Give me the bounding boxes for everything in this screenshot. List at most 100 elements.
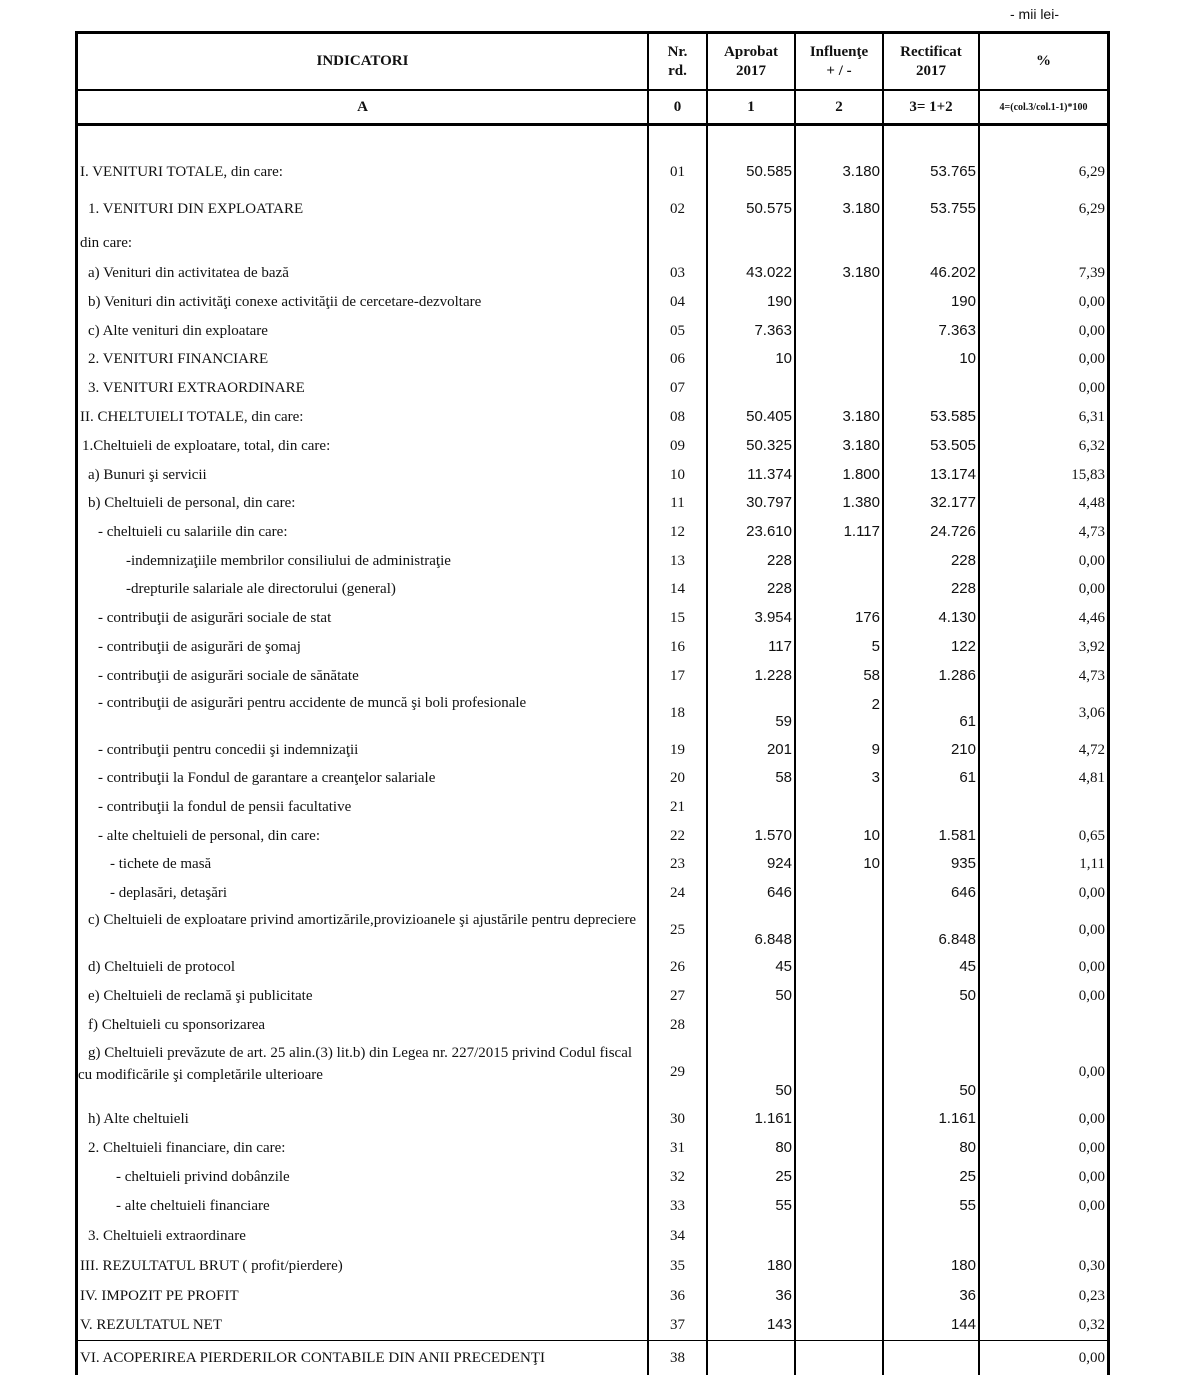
amount: 53.505 (930, 436, 976, 454)
percent: 3,92 (1078, 638, 1105, 655)
indicator: - alte cheltuieli de personal, din care: (78, 821, 647, 850)
amount: 10 (775, 350, 792, 367)
amount: 50.585 (746, 163, 792, 180)
indicator: - tichete de masă (78, 850, 647, 878)
amount: 58 (775, 769, 792, 786)
amount: 1.286 (938, 666, 976, 684)
amount: 176 (854, 608, 880, 626)
row-number: 10 (670, 466, 685, 483)
percent: 0,00 (1078, 884, 1105, 901)
header-cell: Influenţe + / - (796, 34, 882, 89)
border (647, 31, 649, 1375)
row-number: 26 (670, 959, 685, 975)
percent: 1,11 (1079, 856, 1105, 872)
amount: 10 (863, 855, 880, 872)
amount: 61 (959, 713, 976, 730)
percent: 0,00 (1078, 1111, 1105, 1127)
row-number: 22 (670, 827, 685, 844)
indicator: e) Cheltuieli de reclamă şi publicitate (78, 981, 647, 1010)
indicator-text: 2. VENITURI FINANCIARE (88, 351, 269, 367)
row-number: 37 (670, 1317, 685, 1333)
indicator-text: a) Bunuri şi servicii (88, 466, 207, 483)
indicator: - contribuţii de asigurări pentru accide… (78, 690, 647, 735)
header-text: Nr. (667, 43, 688, 60)
percent: 15,83 (1071, 466, 1105, 483)
percent: 4,73 (1078, 667, 1105, 684)
percent: 0,32 (1078, 1317, 1105, 1333)
indicator: - contribuţii de asigurări sociale de st… (78, 603, 647, 632)
amount: 59 (775, 713, 792, 730)
percent: 4,72 (1078, 741, 1105, 758)
indicator: c) Cheltuieli de exploatare privind amor… (78, 907, 647, 953)
amount: 122 (950, 637, 976, 655)
amount: 80 (959, 1139, 976, 1156)
row-number: 30 (670, 1111, 685, 1127)
amount: 53.755 (930, 200, 976, 217)
indicator: III. REZULTATUL BRUT ( profit/pierdere) (78, 1251, 647, 1281)
header-text: Rectificat (900, 43, 962, 60)
row-number: 31 (670, 1140, 685, 1156)
indicator-text: - contribuţii la fondul de pensii facult… (98, 798, 352, 815)
border (794, 31, 796, 1375)
indicator: -drepturile salariale ale directorului (… (78, 575, 647, 603)
indicator: a) Bunuri şi servicii (78, 460, 647, 489)
percent: 0,00 (1078, 351, 1105, 367)
indicator: - alte cheltuieli financiare (78, 1191, 647, 1220)
amount: 61 (959, 769, 976, 786)
amount: 45 (959, 958, 976, 975)
percent: 0,00 (1078, 1140, 1105, 1156)
amount: 43.022 (746, 263, 792, 281)
amount: 1.800 (842, 465, 880, 483)
border (75, 1340, 1110, 1341)
row-number: 32 (670, 1168, 685, 1185)
percent: 0,00 (1078, 1168, 1105, 1185)
row-number: 01 (670, 164, 685, 180)
indicator-text: e) Cheltuieli de reclamă şi publicitate (88, 987, 313, 1004)
header-text: rd. (668, 62, 687, 79)
indicator-text: - contribuţii pentru concedii şi indemni… (98, 741, 359, 758)
indicator-text: - contribuţii de asigurări sociale de să… (98, 667, 359, 684)
indicator-text: - contribuţii de asigurări sociale de st… (98, 609, 332, 626)
percent: 0,00 (1078, 379, 1105, 396)
row-number: 03 (670, 264, 685, 281)
indicator: f) Cheltuieli cu sponsorizarea (78, 1010, 647, 1040)
row-number: 34 (670, 1227, 685, 1244)
indicator-text: - alte cheltuieli financiare (116, 1197, 270, 1214)
row-number: 12 (670, 523, 685, 540)
percent: 0,00 (1078, 552, 1105, 569)
border (75, 123, 1110, 126)
indicator-text: 1. VENITURI DIN EXPLOATARE (88, 201, 304, 217)
row-number: 38 (670, 1349, 685, 1366)
header-text: Influenţe (809, 43, 869, 60)
amount: 80 (775, 1139, 792, 1156)
row-number: 08 (670, 408, 685, 425)
indicator-text: 3. VENITURI EXTRAORDINARE (88, 379, 305, 396)
percent: 3,06 (1078, 704, 1105, 721)
amount: 46.202 (930, 263, 976, 281)
row-number: 13 (670, 552, 685, 569)
indicator: d) Cheltuieli de protocol (78, 953, 647, 981)
indicator: 1.Cheltuieli de exploatare, total, din c… (78, 431, 647, 460)
amount: 10 (863, 826, 880, 844)
amount: 3.180 (842, 436, 880, 454)
header-text: Aprobat (724, 43, 778, 60)
indicator-text: I. VENITURI TOTALE, din care: (80, 164, 283, 180)
border (978, 31, 980, 1375)
row-number: 09 (670, 437, 685, 454)
percent: 6,31 (1078, 408, 1105, 425)
row-number: 04 (670, 293, 685, 310)
amount: 3 (871, 769, 880, 786)
row-number: 36 (670, 1287, 685, 1304)
amount: 1.380 (842, 494, 880, 511)
header-text: INDICATORI (316, 53, 409, 69)
indicator: 3. VENITURI EXTRAORDINARE (78, 373, 647, 402)
indicator-text: - contribuţii la Fondul de garantare a c… (98, 770, 436, 786)
percent: 4,46 (1078, 609, 1105, 626)
amount: 24.726 (930, 522, 976, 540)
indicator: b) Cheltuieli de personal, din care: (78, 489, 647, 517)
amount: 45 (775, 958, 792, 975)
amount: 55 (775, 1196, 792, 1214)
row-number: 33 (670, 1197, 685, 1214)
percent: 6,29 (1078, 164, 1105, 180)
indicator: c) Alte venituri din exploatare (78, 316, 647, 345)
